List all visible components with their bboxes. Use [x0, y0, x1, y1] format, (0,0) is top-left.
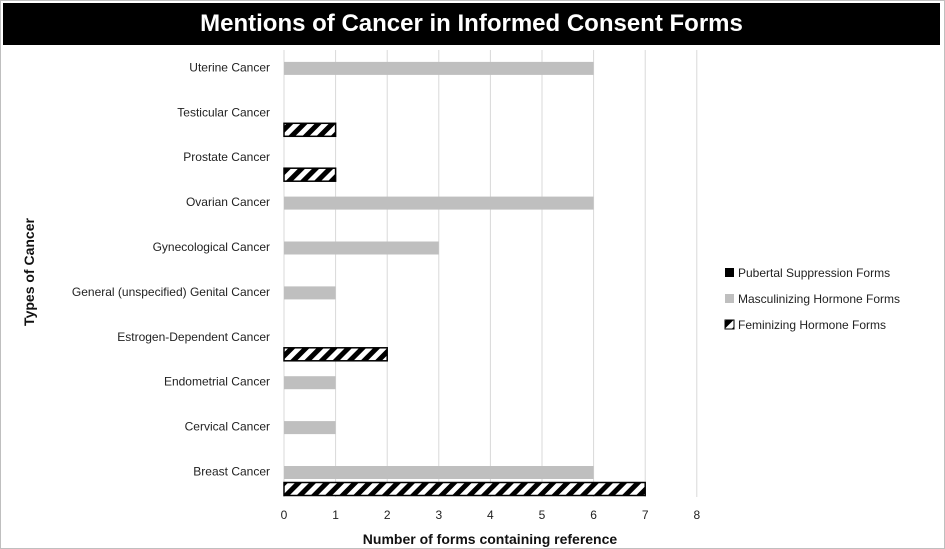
y-axis-title: Types of Cancer [21, 218, 37, 326]
x-axis-title: Number of forms containing reference [363, 531, 618, 547]
category-label: Endometrial Cancer [164, 375, 270, 389]
bar [284, 61, 594, 75]
category-label: Uterine Cancer [189, 60, 270, 74]
chart-title-bar: Mentions of Cancer in Informed Consent F… [3, 3, 940, 45]
bar [284, 376, 336, 390]
gridlines [283, 50, 698, 497]
category-label: Gynecological Cancer [153, 240, 270, 254]
category-label: Breast Cancer [193, 465, 270, 479]
bar [284, 421, 336, 435]
legend-swatch [724, 319, 735, 330]
x-tick-label: 5 [539, 508, 546, 522]
bar [283, 481, 646, 497]
chart-title: Mentions of Cancer in Informed Consent F… [200, 10, 743, 37]
category-label: Testicular Cancer [177, 105, 270, 119]
legend: Pubertal Suppression Forms Masculinizing … [724, 266, 900, 332]
legend-label: Feminizing Hormone Forms [738, 318, 886, 332]
x-tick-label: 3 [435, 508, 442, 522]
x-tick-label: 6 [590, 508, 597, 522]
category-label: Cervical Cancer [185, 420, 270, 434]
x-tick-labels: 0 1 2 3 4 5 6 7 8 [281, 508, 701, 522]
bars [283, 61, 646, 497]
legend-swatch [725, 268, 734, 277]
bar [283, 347, 388, 362]
legend-label: Masculinizing Hormone Forms [738, 292, 900, 306]
bar [283, 122, 337, 138]
category-label: General (unspecified) Genital Cancer [72, 285, 270, 299]
x-tick-label: 7 [642, 508, 649, 522]
bar [284, 466, 594, 479]
category-label: Estrogen-Dependent Cancer [117, 330, 270, 344]
bar [283, 167, 337, 182]
x-tick-label: 2 [384, 508, 391, 522]
category-label: Ovarian Cancer [186, 195, 270, 209]
bar [284, 241, 439, 255]
x-tick-label: 8 [693, 508, 700, 522]
legend-swatch [725, 294, 734, 303]
legend-label: Pubertal Suppression Forms [738, 266, 890, 280]
x-tick-label: 0 [281, 508, 288, 522]
category-labels: Breast Cancer Cervical Cancer Endometrial … [72, 60, 270, 478]
x-tick-label: 1 [332, 508, 339, 522]
bar [284, 196, 594, 210]
bar [284, 286, 336, 300]
x-tick-label: 4 [487, 508, 494, 522]
category-label: Prostate Cancer [183, 150, 270, 164]
